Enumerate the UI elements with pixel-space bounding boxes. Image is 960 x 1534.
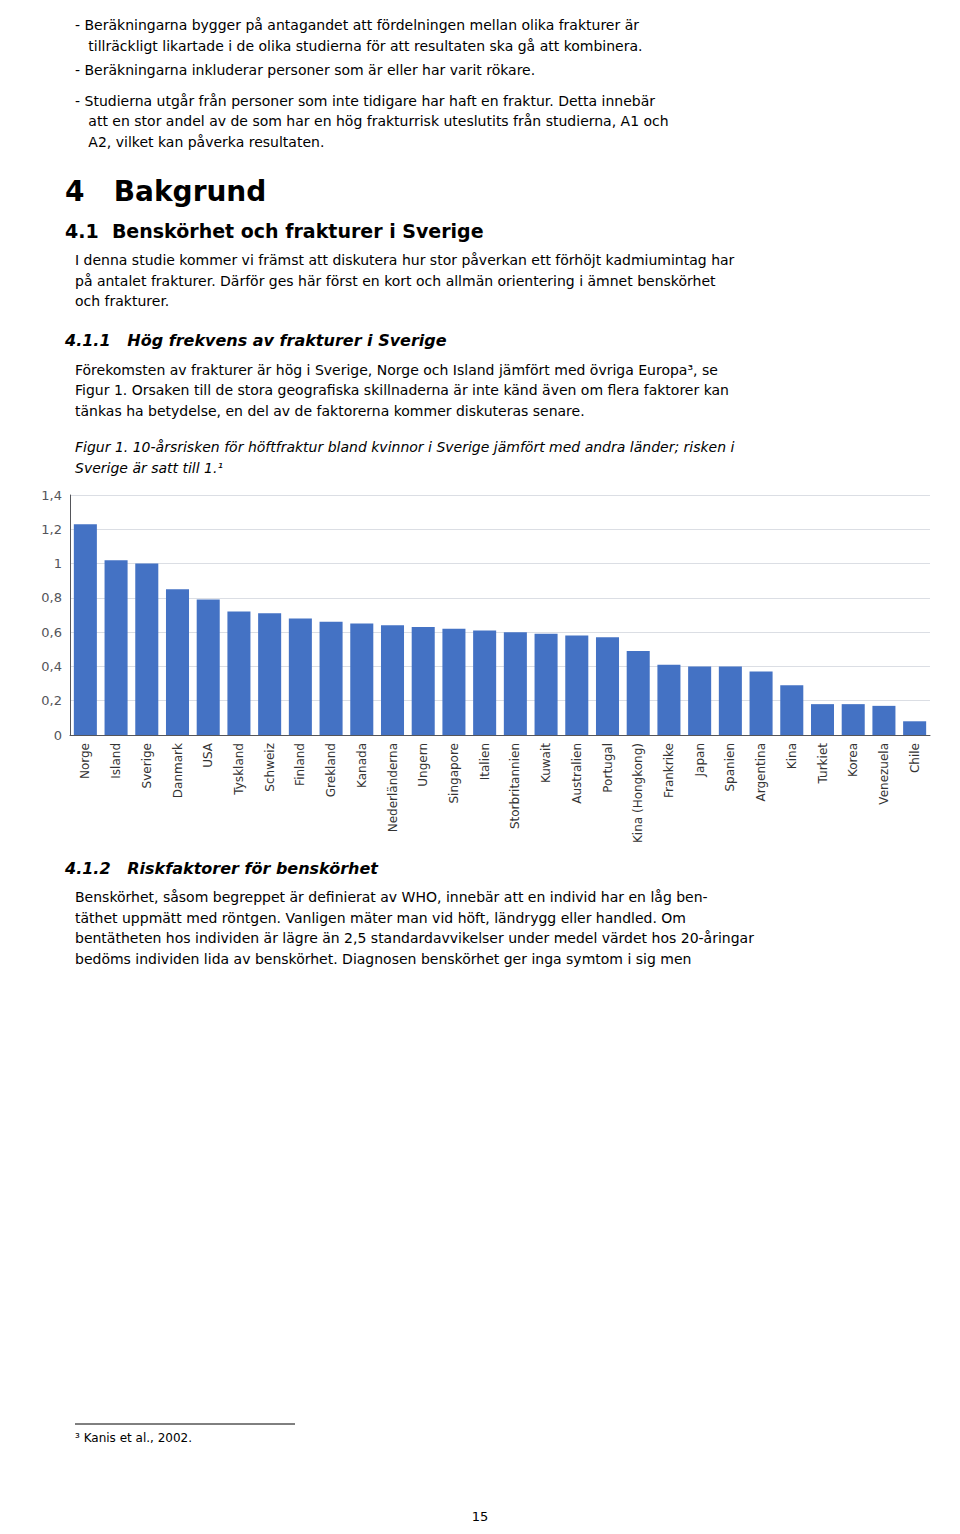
svg-text:0,4: 0,4 (41, 659, 62, 674)
svg-text:Norge: Norge (78, 743, 92, 779)
svg-text:0,6: 0,6 (41, 625, 62, 640)
svg-text:I denna studie kommer vi främs: I denna studie kommer vi främst att disk… (75, 252, 735, 268)
svg-text:Australien: Australien (570, 743, 584, 804)
svg-text:Singapore: Singapore (447, 743, 461, 804)
svg-text:Kanada: Kanada (355, 743, 369, 788)
svg-text:Argentina: Argentina (754, 743, 768, 802)
svg-text:Kuwait: Kuwait (539, 743, 553, 783)
svg-text:USA: USA (201, 742, 215, 768)
svg-text:bentätheten hos individen är l: bentätheten hos individen är lägre än 2,… (75, 930, 754, 946)
svg-text:Benskörhet, såsom begreppet är: Benskörhet, såsom begreppet är definiera… (75, 889, 708, 905)
svg-text:Storbritannien: Storbritannien (508, 743, 522, 829)
svg-text:4.1 Benskörhet och frakturer: 4.1 Benskörhet och frakturer i Sverige (65, 220, 484, 242)
svg-text:Figur 1. Orsaken till de stora: Figur 1. Orsaken till de stora geografis… (75, 382, 729, 398)
svg-text:Förekomsten av frakturer är hö: Förekomsten av frakturer är hög i Sverig… (75, 362, 718, 378)
svg-text:Japan: Japan (693, 743, 707, 777)
svg-text:och frakturer.: och frakturer. (75, 293, 169, 309)
svg-text:Korea: Korea (846, 743, 860, 777)
svg-text:Italien: Italien (478, 743, 492, 780)
svg-text:4.1.2 Riskfaktorer för bensk: 4.1.2 Riskfaktorer för benskörhet (64, 859, 379, 878)
svg-text:Venezuela: Venezuela (877, 743, 891, 805)
svg-text:A2, vilket kan påverka resulta: A2, vilket kan påverka resultaten. (75, 134, 324, 150)
svg-text:Finland: Finland (293, 743, 307, 786)
svg-text:Island: Island (109, 743, 123, 779)
svg-text:Sverige är satt till 1.¹: Sverige är satt till 1.¹ (75, 460, 223, 476)
svg-text:Tyskland: Tyskland (232, 743, 246, 796)
svg-text:4.1.1 Hög frekvens av fraktu: 4.1.1 Hög frekvens av frakturer i Sverig… (64, 331, 447, 350)
svg-text:0: 0 (54, 728, 62, 743)
svg-text:- Beräkningarna inkluderar per: - Beräkningarna inkluderar personer som … (75, 62, 535, 78)
svg-text:Turkiet: Turkiet (816, 743, 830, 785)
svg-text:0,2: 0,2 (41, 693, 62, 708)
svg-text:Schweiz: Schweiz (263, 743, 277, 792)
svg-text:täthet uppmätt med röntgen. Va: täthet uppmätt med röntgen. Vanligen mät… (75, 910, 686, 926)
svg-text:- Beräkningarna bygger på anta: - Beräkningarna bygger på antagandet att… (75, 17, 639, 33)
svg-text:1,2: 1,2 (41, 522, 62, 537)
svg-text:på antalet frakturer. Därför g: på antalet frakturer. Därför ges här för… (75, 273, 716, 289)
svg-text:Kina: Kina (785, 743, 799, 769)
svg-text:Sverige: Sverige (140, 743, 154, 788)
svg-text:0,8: 0,8 (41, 590, 62, 605)
svg-text:att en stor andel av de som ha: att en stor andel av de som har en hög f… (75, 113, 669, 129)
svg-text:Figur 1. 10-årsrisken för höft: Figur 1. 10-årsrisken för höftfraktur bl… (75, 439, 735, 455)
svg-text:³ Kanis et al., 2002.: ³ Kanis et al., 2002. (75, 1431, 192, 1445)
svg-text:Frankrike: Frankrike (662, 743, 676, 798)
svg-text:tillräckligt likartade i de ol: tillräckligt likartade i de olika studie… (75, 38, 643, 54)
svg-text:Nederländerna: Nederländerna (386, 743, 400, 832)
svg-text:4 Bakgrund: 4 Bakgrund (65, 175, 266, 208)
svg-text:1: 1 (54, 556, 62, 571)
svg-text:1,4: 1,4 (41, 488, 62, 503)
svg-text:Chile: Chile (908, 743, 922, 773)
svg-text:15: 15 (472, 1509, 489, 1524)
svg-text:Ungern: Ungern (416, 743, 430, 787)
svg-text:Danmark: Danmark (171, 743, 185, 798)
svg-text:tänkas ha betydelse, en del av: tänkas ha betydelse, en del av de faktor… (75, 403, 585, 419)
svg-text:Grekland: Grekland (324, 743, 338, 797)
svg-text:bedöms individen lida av bensk: bedöms individen lida av benskörhet. Dia… (75, 951, 691, 967)
svg-text:Kina (Hongkong): Kina (Hongkong) (631, 743, 645, 843)
svg-text:Spanien: Spanien (723, 743, 737, 792)
svg-text:Portugal: Portugal (601, 743, 615, 793)
svg-text:- Studierna utgår från persone: - Studierna utgår från personer som inte… (75, 93, 655, 109)
